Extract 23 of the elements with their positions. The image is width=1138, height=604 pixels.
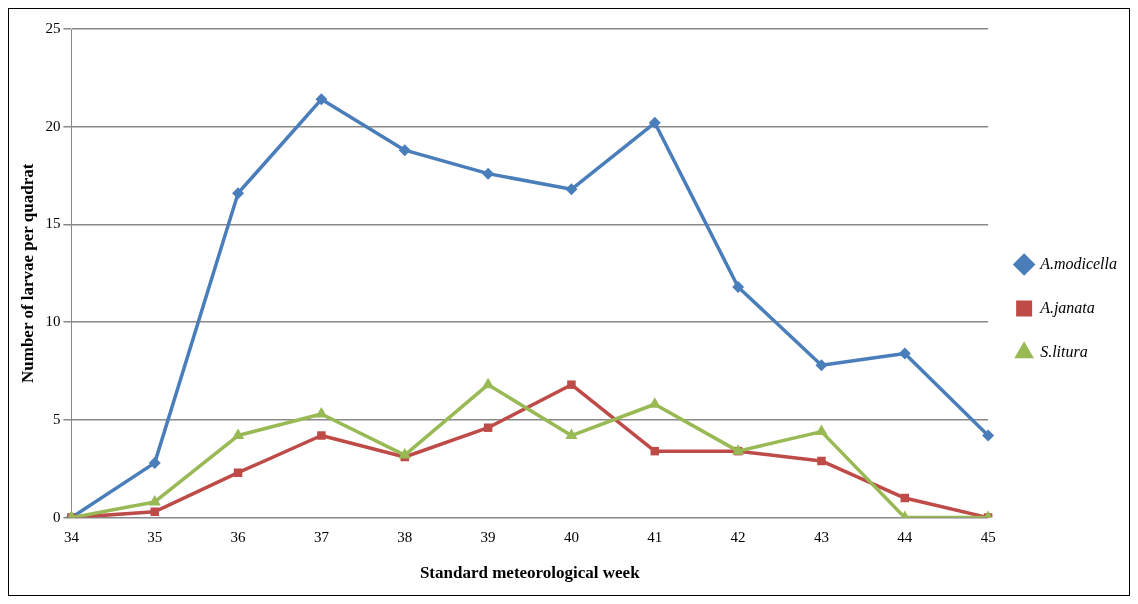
- y-tick-label: 15: [45, 215, 61, 232]
- x-tick-label: 38: [397, 528, 413, 545]
- legend-label: A.modicella: [1039, 254, 1118, 272]
- legend-label: A.janata: [1039, 298, 1095, 317]
- x-tick-label: 43: [813, 528, 829, 545]
- x-tick-label: 39: [480, 528, 496, 545]
- legend-label: S.litura: [1040, 342, 1088, 360]
- x-tick-label: 34: [63, 528, 80, 545]
- x-tick-label: 44: [897, 528, 913, 545]
- y-tick-label: 5: [52, 410, 61, 427]
- y-tick-label: 0: [52, 508, 61, 525]
- x-tick-label: 37: [313, 528, 330, 545]
- x-tick-label: 42: [730, 528, 746, 545]
- x-tick-label: 41: [647, 528, 663, 545]
- y-tick-label: 10: [45, 313, 61, 330]
- x-tick-label: 35: [147, 528, 163, 545]
- y-tick-label: 20: [45, 117, 61, 134]
- x-tick-label: 45: [980, 528, 996, 545]
- y-axis-title: Number of larvae per quadrat: [17, 163, 37, 384]
- x-axis-title: Standard meteorological week: [419, 563, 641, 583]
- x-tick-label: 36: [230, 528, 247, 545]
- y-tick-label: 25: [45, 19, 61, 36]
- x-tick-label: 40: [563, 528, 579, 545]
